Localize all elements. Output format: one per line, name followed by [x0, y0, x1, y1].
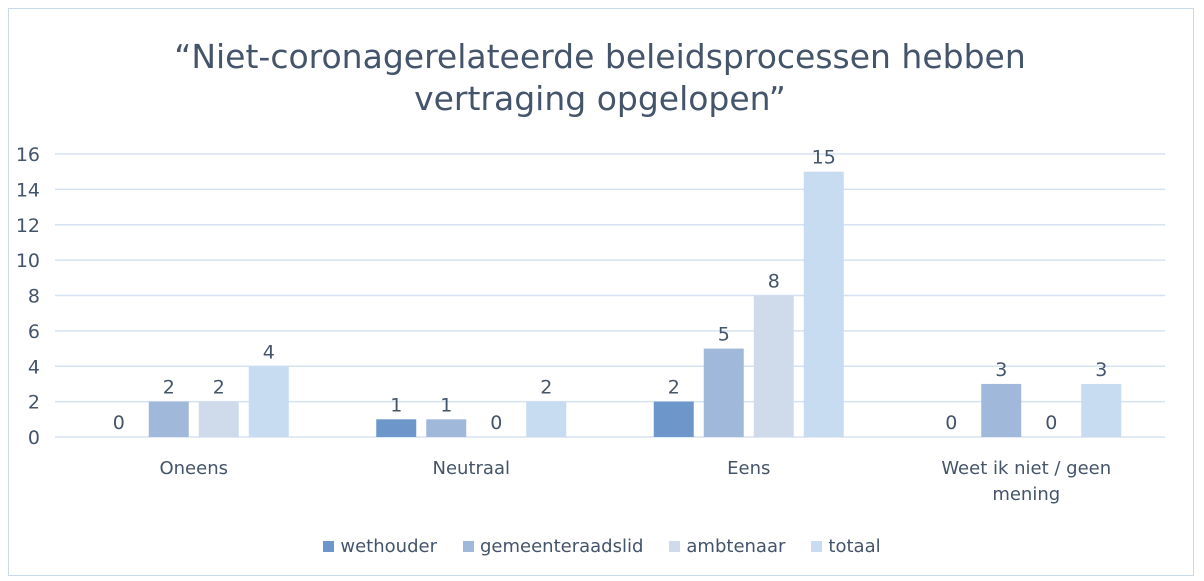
- data-label: 3: [995, 359, 1007, 381]
- y-tick-label: 2: [28, 392, 40, 414]
- legend-label: totaal: [828, 536, 881, 557]
- bar: [753, 295, 794, 437]
- data-label: 2: [668, 377, 680, 399]
- bar: [653, 401, 694, 437]
- data-label: 1: [440, 394, 452, 416]
- data-label: 2: [540, 377, 552, 399]
- legend-swatch: [462, 541, 474, 552]
- x-tick-label: Oneens: [159, 458, 228, 479]
- data-label: 0: [490, 412, 502, 434]
- data-label: 8: [768, 271, 780, 293]
- x-tick-label: Eens: [727, 458, 771, 479]
- bar: [198, 401, 239, 437]
- y-tick-label: 0: [28, 427, 40, 449]
- data-label: 0: [1045, 412, 1057, 434]
- y-tick-label: 4: [28, 356, 40, 378]
- y-tick-label: 16: [16, 144, 40, 166]
- y-tick-label: 6: [28, 321, 40, 343]
- legend-swatch: [811, 541, 823, 552]
- x-tick-label: Neutraal: [432, 458, 510, 479]
- bar: [1081, 383, 1122, 437]
- chart-title: “Niet-coronagerelateerde beleidsprocesse…: [174, 37, 1026, 118]
- data-label: 0: [945, 412, 957, 434]
- bar: [981, 383, 1022, 437]
- bar: [426, 419, 467, 437]
- y-tick-label: 10: [16, 250, 40, 272]
- data-label: 2: [163, 377, 175, 399]
- y-tick-label: 12: [16, 215, 40, 237]
- legend-label: ambtenaar: [686, 536, 786, 557]
- bar: [803, 171, 844, 437]
- data-label: 4: [263, 341, 275, 363]
- bar: [248, 366, 289, 437]
- bar: [526, 401, 567, 437]
- data-label: 1: [390, 394, 402, 416]
- legend-label: gemeenteraadslid: [479, 536, 644, 557]
- bar: [376, 419, 417, 437]
- bar: [703, 348, 744, 437]
- data-label: 5: [718, 324, 730, 346]
- legend: wethouder gemeenteraadslid ambtenaar totaal: [0, 536, 1204, 557]
- data-label: 2: [213, 377, 225, 399]
- legend-swatch: [323, 541, 335, 552]
- bar: [148, 401, 189, 437]
- data-label: 0: [113, 412, 125, 434]
- legend-item: gemeenteraadslid: [462, 536, 644, 557]
- data-label: 15: [812, 147, 836, 169]
- legend-swatch: [669, 541, 681, 552]
- legend-item: wethouder: [323, 536, 437, 557]
- x-tick-label: Weet ik niet / geen mening: [941, 458, 1112, 505]
- y-tick-label: 14: [16, 179, 40, 201]
- y-tick-label: 8: [28, 286, 40, 308]
- legend-label: wethouder: [340, 536, 437, 557]
- chart-frame: [8, 8, 1194, 576]
- legend-item: totaal: [811, 536, 881, 557]
- legend-item: ambtenaar: [669, 536, 785, 557]
- data-label: 3: [1095, 359, 1107, 381]
